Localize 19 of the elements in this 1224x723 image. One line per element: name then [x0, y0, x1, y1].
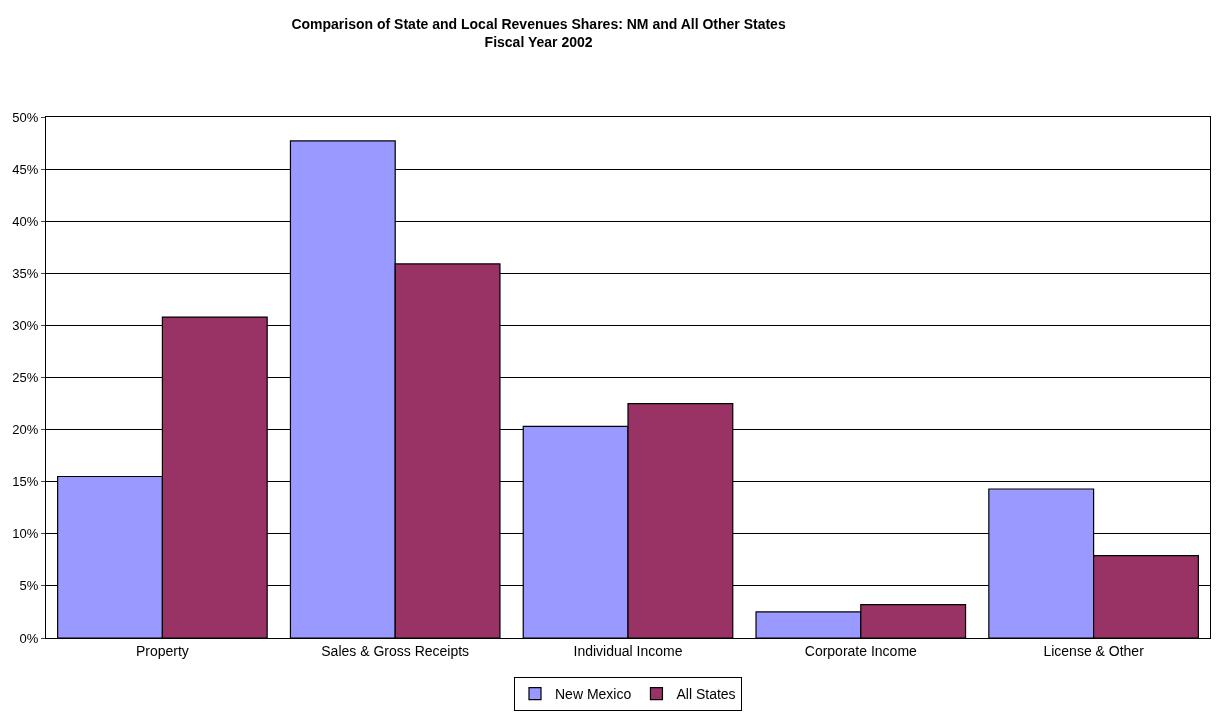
y-tick-label: 45% — [12, 161, 39, 177]
y-tick-label: 50% — [12, 109, 39, 125]
y-tick-label: 25% — [12, 370, 39, 386]
legend-label: All States — [676, 686, 736, 703]
x-tick-label: Individual Income — [573, 642, 683, 659]
y-tick-label: 20% — [12, 422, 39, 438]
y-tick-label: 15% — [12, 474, 39, 490]
y-tick-label: 40% — [12, 213, 39, 229]
x-tick-label: Property — [135, 642, 189, 659]
x-tick-label: Corporate Income — [804, 642, 918, 659]
y-tick-label: 35% — [12, 265, 39, 281]
y-tick-label: 10% — [12, 526, 39, 542]
chart-title: Comparison of State and Local Revenues Shares: NM and All Other States Fiscal Year 2002 — [291, 15, 786, 51]
y-tick-label: 5% — [19, 578, 39, 594]
x-tick-label: Sales & Gross Receipts — [321, 642, 470, 659]
y-tick-label: 30% — [12, 317, 39, 333]
y-tick-label: 0% — [19, 630, 39, 646]
x-tick-label: License & Other — [1043, 642, 1145, 659]
legend-label: New Mexico — [555, 686, 632, 703]
